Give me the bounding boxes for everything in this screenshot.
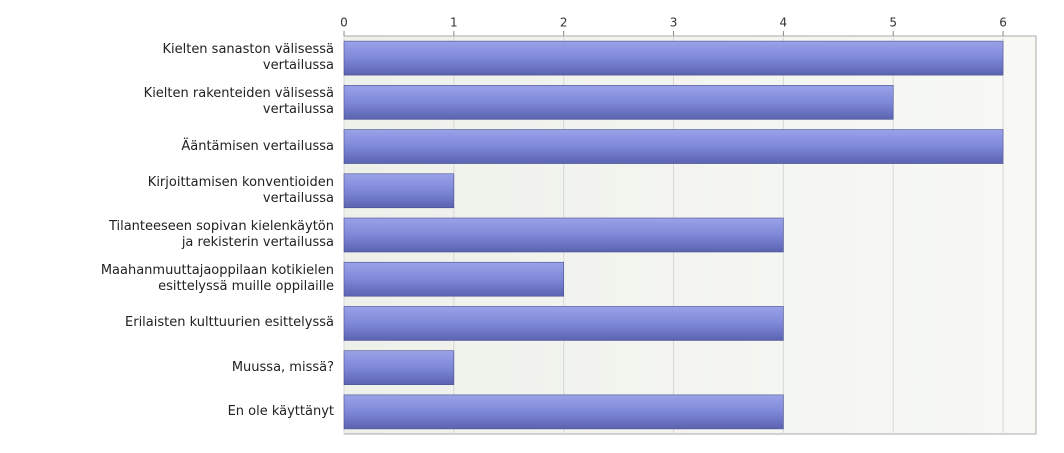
y-tick-label: Kirjoittamisen konventioiden vertailussa	[147, 174, 334, 206]
bar	[343, 350, 455, 385]
y-tick-label: Erilaisten kulttuurien esittelyssä	[125, 315, 334, 331]
bar	[343, 217, 784, 253]
x-tick-label: 0	[340, 16, 348, 30]
y-tick-label: Kielten rakenteiden välisessä vertailuss…	[143, 86, 334, 118]
x-tick-label: 5	[889, 16, 897, 30]
bar	[343, 85, 894, 120]
bar	[343, 40, 1004, 76]
bar	[343, 261, 564, 297]
bar	[343, 173, 455, 209]
bar	[343, 306, 784, 341]
x-tick-label: 3	[670, 16, 678, 30]
y-tick-label: Kielten sanaston välisessä vertailussa	[162, 42, 334, 74]
x-tick-label: 4	[780, 16, 788, 30]
x-tick-label: 2	[560, 16, 568, 30]
x-tick-label: 6	[999, 16, 1007, 30]
y-tick-label: Maahanmuuttajaoppilaan kotikielen esitte…	[100, 263, 334, 295]
y-tick-label: En ole käyttänyt	[227, 403, 334, 419]
bar	[343, 394, 784, 430]
x-tick-label: 1	[450, 16, 458, 30]
y-tick-label: Ääntämisen vertailussa	[181, 138, 334, 154]
bar	[343, 129, 1004, 164]
y-tick-label: Tilanteeseen sopivan kielenkäytön ja rek…	[108, 219, 334, 250]
y-tick-label: Muussa, missä?	[231, 359, 334, 375]
